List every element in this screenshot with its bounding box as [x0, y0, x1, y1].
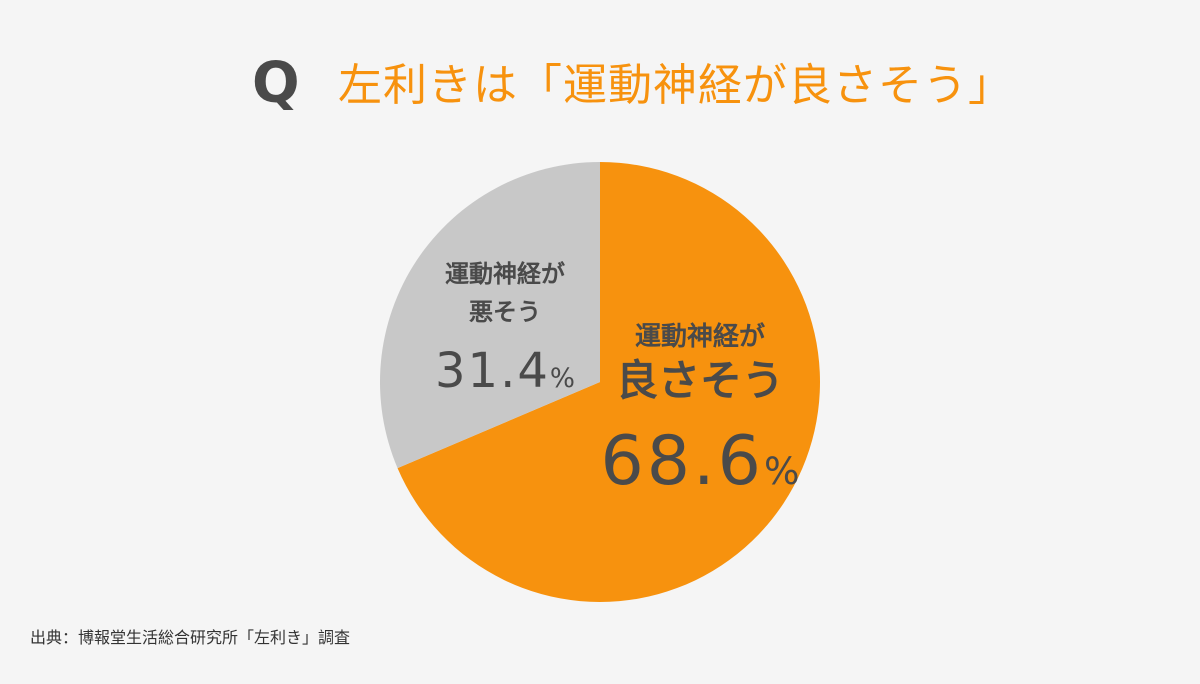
slice-value-good: 68.6%: [595, 420, 805, 513]
pie-slice-good: [397, 162, 821, 602]
slice-value-good-unit: %: [763, 449, 800, 493]
slice-label-good-line1: 運動神経が: [634, 322, 765, 352]
question-mark-label: Q: [252, 51, 300, 116]
slice-label-bad: 運動神経が 悪そう 31.4%: [400, 255, 610, 409]
slice-label-bad-line1: 運動神経が: [445, 260, 565, 288]
source-note: 出典：博報堂生活総合研究所「左利き」調査: [30, 628, 351, 647]
slice-value-bad-unit: %: [549, 363, 575, 394]
slice-label-good-line2: 良さそう: [615, 356, 784, 405]
question-title: 左利きは「運動神経が良さそう」: [338, 60, 1013, 111]
slice-label-good: 運動神経が 良さそう 68.6%: [595, 318, 805, 513]
title-row: Q 左利きは「運動神経が良さそう」: [0, 50, 1200, 130]
pie-slice-bad: [379, 162, 600, 469]
slice-label-bad-line2: 悪そう: [469, 298, 541, 326]
slice-value-good-number: 68.6: [600, 422, 764, 501]
slice-value-bad: 31.4%: [400, 341, 610, 409]
slice-value-bad-number: 31.4: [435, 343, 550, 399]
